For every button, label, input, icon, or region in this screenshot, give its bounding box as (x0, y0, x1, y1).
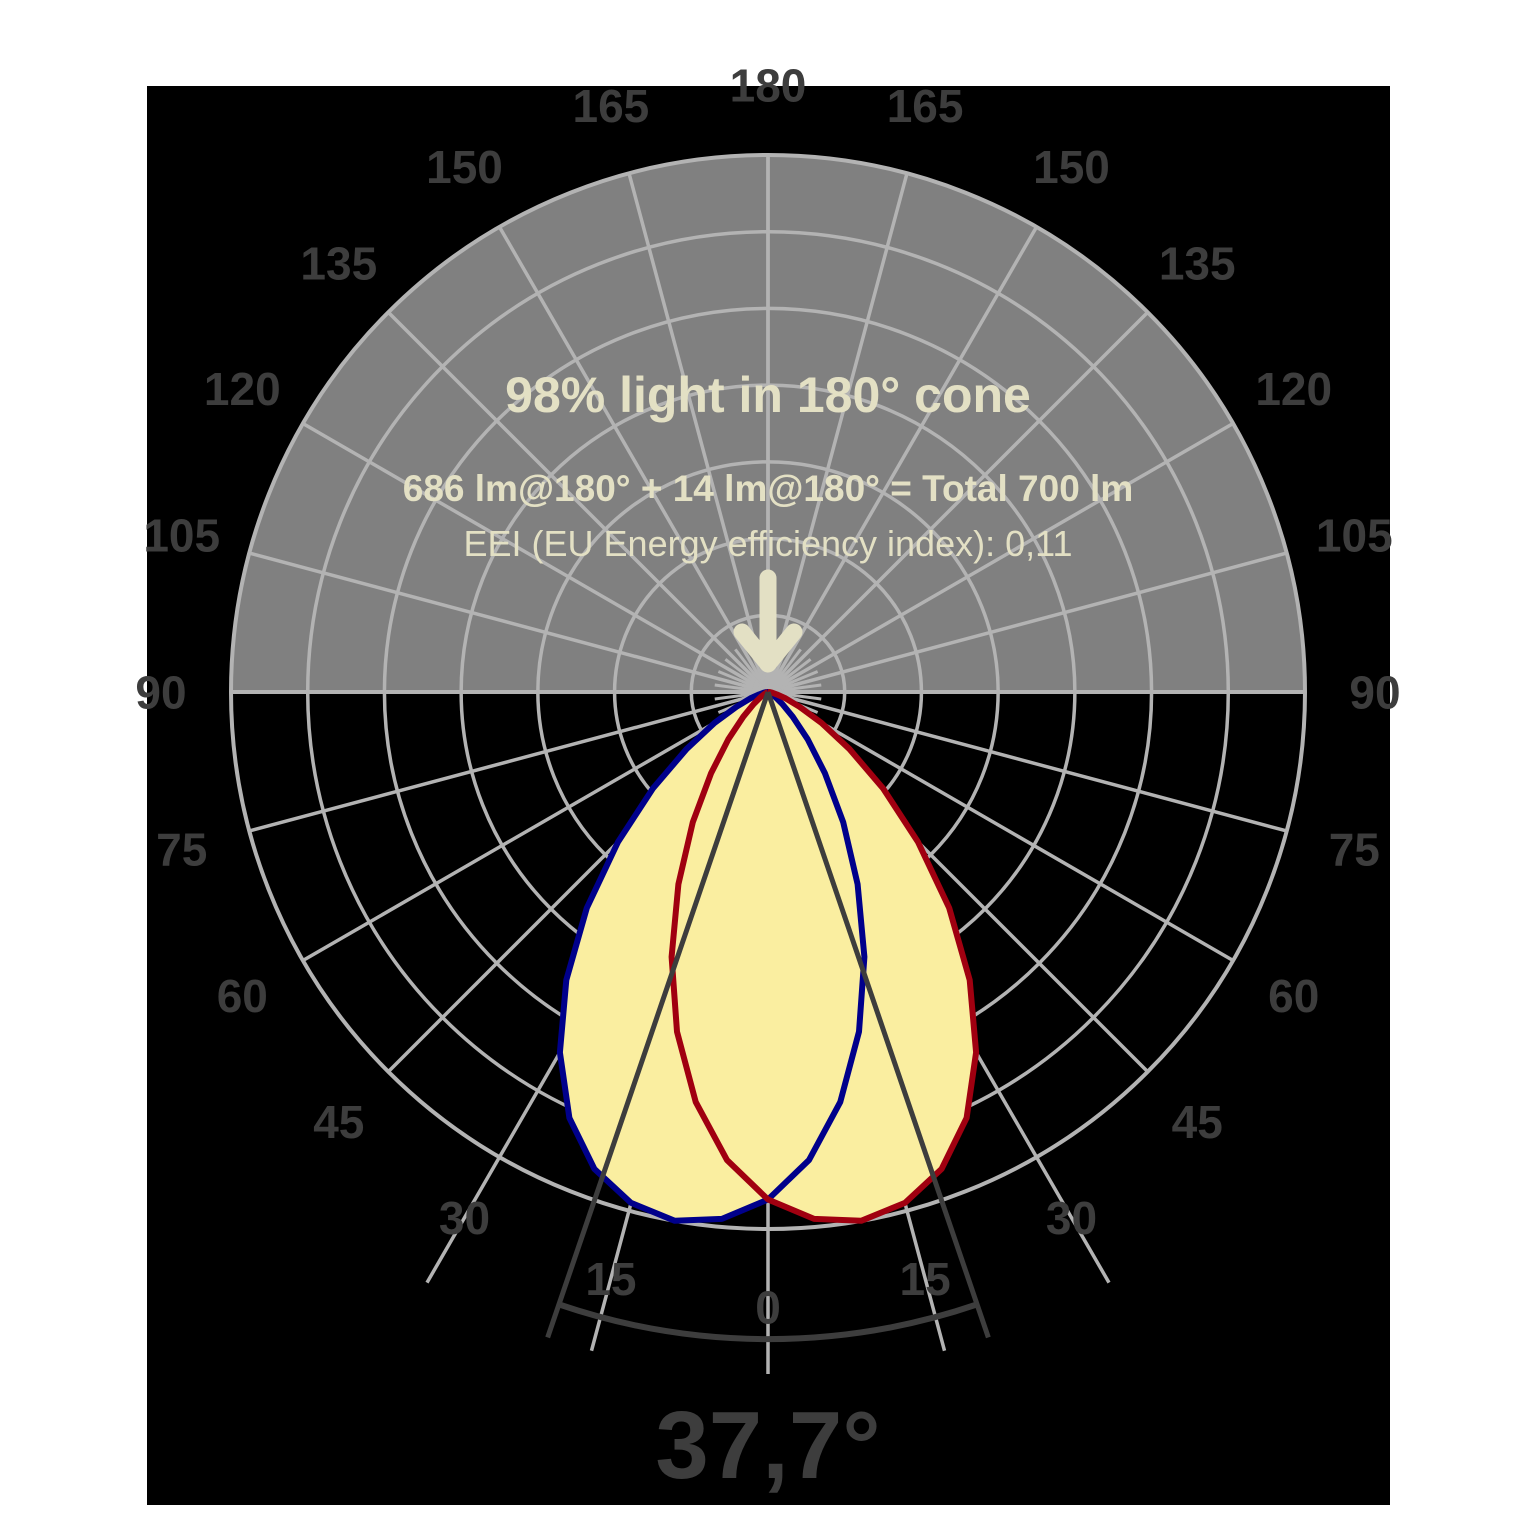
angle-label-lr-60: 60 (1268, 970, 1319, 1022)
grid-spoke (767, 421, 1234, 694)
distribution-curve (668, 689, 980, 1224)
angle-label-left-105: 105 (143, 510, 220, 562)
grid-spoke (767, 690, 1288, 833)
grid-spoke (767, 551, 1288, 694)
angle-label-ll-45: 45 (313, 1096, 364, 1148)
angle-label-right-90: 90 (1349, 667, 1400, 719)
headline-text: 98% light in 180° cone (505, 367, 1031, 423)
beam-angle-value: 37,7° (655, 1392, 880, 1499)
angle-label-left-120: 120 (204, 363, 281, 415)
grid-spoke (387, 311, 770, 694)
angle-label-lr-45: 45 (1172, 1096, 1223, 1148)
angle-label-left-150: 150 (426, 141, 503, 193)
grid-spoke (766, 172, 909, 693)
beam-angle-arc (557, 1301, 979, 1343)
angle-label-right-150: 150 (1033, 141, 1110, 193)
grid-spoke (302, 690, 769, 963)
beam-angle-indicator (545, 691, 991, 1343)
grid-spoke (497, 226, 770, 693)
beam-edge-line (545, 691, 771, 1339)
grid-spoke (767, 690, 1234, 963)
distribution-curves (556, 689, 980, 1224)
angle-label-ll-60: 60 (217, 970, 268, 1022)
grid-spoke (248, 690, 769, 833)
angle-label-ll-15: 15 (585, 1253, 636, 1305)
distribution-fill (671, 692, 977, 1221)
angle-label-right-120: 120 (1255, 363, 1332, 415)
angle-label-top: 180 (730, 60, 807, 112)
down-arrow-icon (733, 569, 803, 673)
angle-label-ll-75: 75 (156, 824, 207, 876)
angle-label-lr-15: 15 (900, 1253, 951, 1305)
angle-label-right-165: 165 (887, 80, 964, 132)
grid-spoke (248, 551, 769, 694)
angle-label-ll-30: 30 (439, 1192, 490, 1244)
lumens-text: 686 lm@180° + 14 lm@180° = Total 700 lm (403, 468, 1133, 509)
angle-label-right-135: 135 (1159, 237, 1236, 289)
grid-spoke (302, 421, 769, 694)
angle-label-left-90: 90 (135, 667, 186, 719)
angle-label-right-105: 105 (1316, 510, 1393, 562)
beam-edge-line (765, 691, 991, 1339)
angle-label-lr-75: 75 (1329, 824, 1380, 876)
grid-spoke (766, 311, 1149, 694)
angle-label-nadir: 0 (755, 1282, 781, 1334)
grid-spoke (766, 226, 1039, 693)
angle-label-left-135: 135 (300, 237, 377, 289)
angle-label-lr-30: 30 (1046, 1192, 1097, 1244)
angle-label-left-165: 165 (573, 80, 650, 132)
grid-spoke (627, 172, 770, 693)
distribution-curve (556, 689, 868, 1224)
eei-text: EEI (EU Energy efficiency index): 0,11 (464, 523, 1073, 564)
